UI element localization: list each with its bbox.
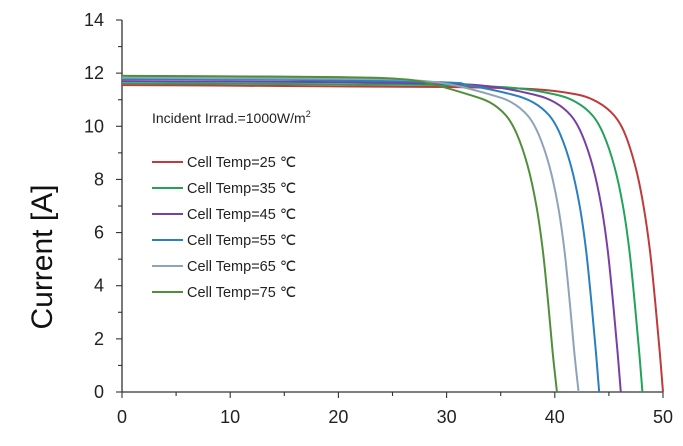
curves [121, 74, 664, 393]
irradiance-annotation: Incident Irrad.=1000W/m2 [152, 109, 311, 126]
legend-label-temp-25: Cell Temp=25 ℃ [187, 155, 296, 171]
irradiance-annotation-text: Incident Irrad.=1000W/m [152, 110, 306, 126]
y-tick-label: 2 [94, 329, 104, 349]
series-line-temp-55 [121, 77, 601, 393]
legend-label-temp-45: Cell Temp=45 ℃ [187, 207, 296, 223]
series-line-temp-75 [121, 74, 558, 393]
x-tick-label: 0 [117, 407, 127, 427]
legend-label-temp-35: Cell Temp=35 ℃ [187, 181, 296, 197]
series-line-temp-45 [121, 80, 622, 393]
x-tick-label: 20 [328, 407, 348, 427]
x-tick-label: 40 [545, 407, 565, 427]
series-line-temp-65 [121, 76, 580, 393]
legend-label-temp-75: Cell Temp=75 ℃ [187, 285, 296, 301]
axes: 0 10 20 30 40 50 0 2 4 6 8 10 12 14 [84, 10, 673, 427]
y-tick-label: 14 [84, 10, 104, 30]
y-tick-label: 12 [84, 63, 104, 83]
series-line-temp-25 [121, 84, 664, 393]
x-tick-label: 50 [653, 407, 673, 427]
legend-label-temp-65: Cell Temp=65 ℃ [187, 259, 296, 275]
legend-label-temp-55: Cell Temp=55 ℃ [187, 233, 296, 249]
y-tick-label: 6 [94, 223, 104, 243]
y-tick-label: 10 [84, 116, 104, 136]
x-tick-label: 10 [220, 407, 240, 427]
series-line-temp-35 [121, 82, 644, 393]
y-tick-label: 8 [94, 169, 104, 189]
irradiance-annotation-superscript: 2 [306, 109, 311, 119]
y-tick-label: 0 [94, 382, 104, 402]
y-tick-label: 4 [94, 276, 104, 296]
legend: Cell Temp=25 ℃ Cell Temp=35 ℃ Cell Temp=45… [152, 155, 296, 301]
x-tick-label: 30 [437, 407, 457, 427]
y-axis-label: Current [A] [26, 184, 59, 329]
